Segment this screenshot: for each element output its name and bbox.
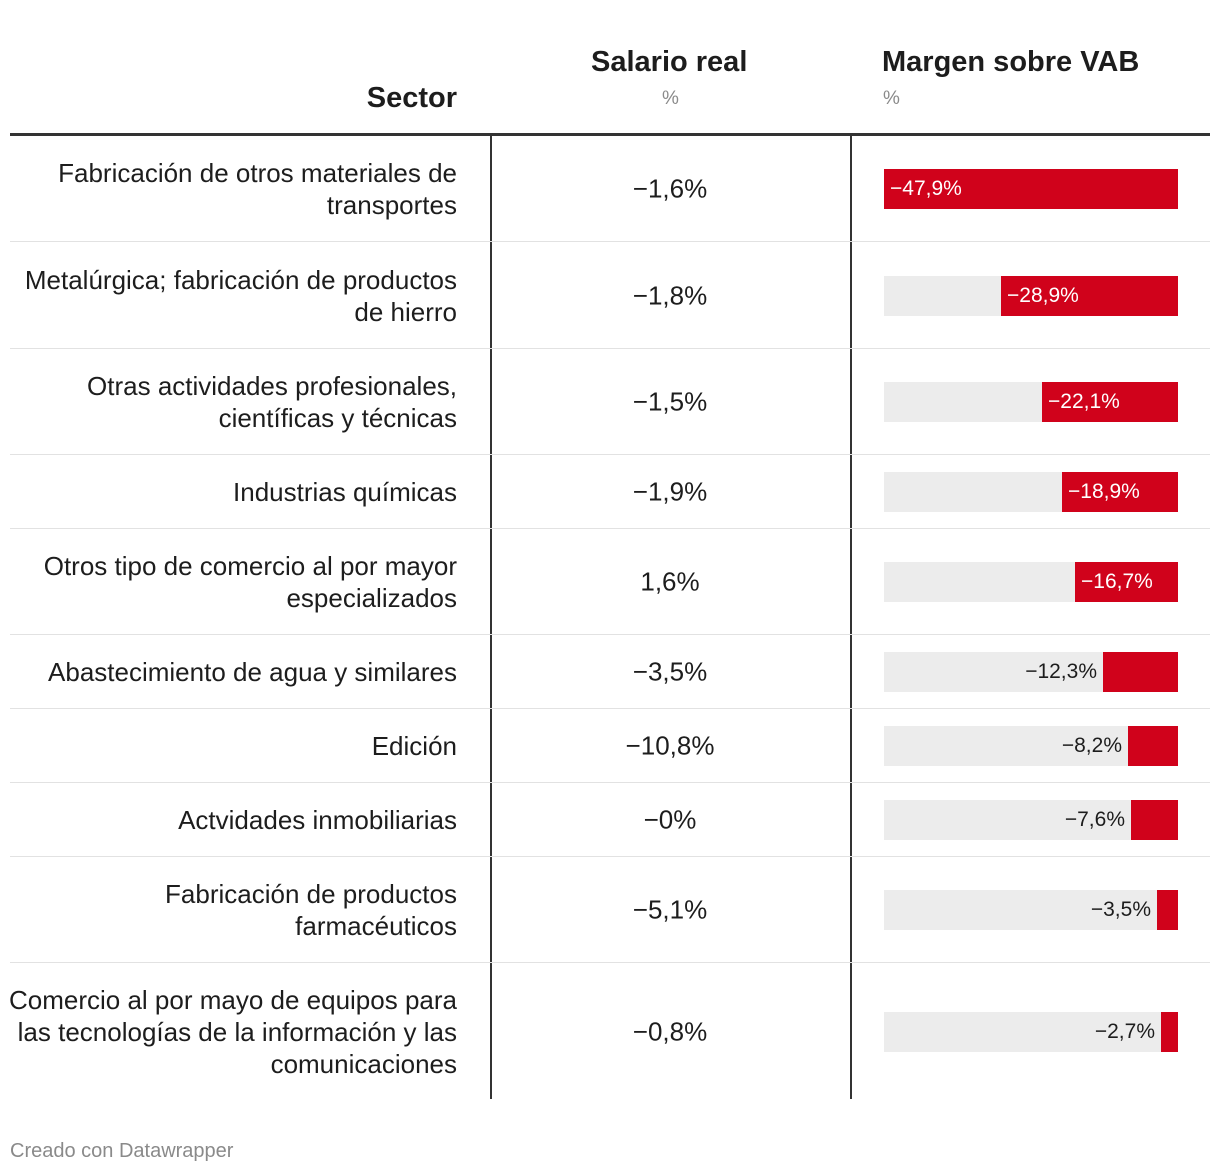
salario-real-value: −10,8% xyxy=(625,730,715,761)
salario-real-value: −1,9% xyxy=(632,476,708,507)
margen-bar-track: −18,9% xyxy=(884,472,1178,512)
margen-bar xyxy=(1128,726,1178,766)
table-row: Abastecimiento de agua y similares −3,5% −… xyxy=(10,635,1210,709)
salario-real-value: −1,8% xyxy=(632,280,708,310)
table-row: Edición −10,8% −8,2% xyxy=(10,709,1210,783)
sector-label: Comercio al por mayo de equipos para las… xyxy=(8,984,457,1079)
margen-bar-track: −3,5% xyxy=(884,890,1178,930)
margen-bar-label: −28,9% xyxy=(1007,283,1079,307)
margen-bar-label: −18,9% xyxy=(1068,480,1140,503)
row-divider xyxy=(10,962,1210,963)
row-divider xyxy=(10,528,1210,529)
sector-label: Fabricación de productos farmacéuticos xyxy=(165,879,457,941)
table-row: Comercio al por mayo de equipos para las… xyxy=(8,963,1210,1100)
row-divider xyxy=(10,454,1210,455)
table-row: Fabricación de productos farmacéuticos −5… xyxy=(10,857,1210,963)
table-row: Actvidades inmobiliarias −0% −7,6% xyxy=(10,783,1210,857)
margen-bar-label: −8,2% xyxy=(1061,734,1122,757)
salario-real-value: −0% xyxy=(643,804,697,835)
margen-bar xyxy=(1075,562,1178,602)
header-divider xyxy=(10,133,1210,136)
margen-bar xyxy=(1103,652,1178,692)
salario-real-value: 1,6% xyxy=(640,566,700,597)
column-divider-1 xyxy=(490,136,492,1099)
header-salario-real: Salario real xyxy=(591,46,748,78)
margen-bar xyxy=(1001,275,1178,316)
margen-bar xyxy=(884,169,1178,209)
margen-bar-track: −12,3% xyxy=(884,652,1178,692)
header-margen-vab: Margen sobre VAB xyxy=(882,46,1140,78)
sector-label: Abastecimiento de agua y similares xyxy=(48,657,457,687)
column-divider-2 xyxy=(850,136,852,1099)
sector-label: Actvidades inmobiliarias xyxy=(178,805,457,835)
row-divider xyxy=(10,856,1210,857)
margen-bar-track: −28,9% xyxy=(884,275,1178,316)
sector-label: Metalúrgica; fabricación de productos de… xyxy=(24,264,457,327)
margen-bar-track: −22,1% xyxy=(884,382,1178,422)
table-row: Industrias químicas −1,9% −18,9% xyxy=(10,455,1210,529)
table-row: Otras actividades profesionales, científ… xyxy=(10,349,1210,455)
margen-bar-track: −7,6% xyxy=(884,800,1178,840)
sector-label: Industrias químicas xyxy=(233,477,457,507)
row-divider xyxy=(10,634,1210,635)
margen-bar-label: −12,3% xyxy=(1025,660,1097,683)
margen-bar xyxy=(1157,890,1178,930)
margen-bar-label: −22,1% xyxy=(1048,390,1120,413)
salario-real-value: −1,5% xyxy=(632,386,708,417)
margen-bar-label: −2,7% xyxy=(1094,1019,1155,1043)
salario-real-value: −5,1% xyxy=(632,894,708,925)
sector-label: Edición xyxy=(371,731,457,761)
salario-real-value: −1,6% xyxy=(632,173,708,204)
header-sector: Sector xyxy=(366,82,457,114)
margen-bar xyxy=(1042,382,1178,422)
row-divider xyxy=(10,348,1210,349)
margen-bar-label: −7,6% xyxy=(1064,808,1125,831)
salario-real-value: −0,8% xyxy=(632,1016,708,1046)
row-divider xyxy=(10,241,1210,242)
table-row: Metalúrgica; fabricación de productos de… xyxy=(10,242,1210,349)
row-divider xyxy=(10,708,1210,709)
salario-real-value: −3,5% xyxy=(632,656,708,687)
margen-bar-track: −47,9% xyxy=(884,169,1178,209)
margen-bar-track: −8,2% xyxy=(884,726,1178,766)
sector-label: Otros tipo de comercio al por mayor espe… xyxy=(43,551,457,613)
sector-label: Fabricación de otros materiales de trans… xyxy=(58,158,457,220)
margen-bar xyxy=(1062,472,1178,512)
margen-bar xyxy=(1131,800,1178,840)
margen-bar xyxy=(1161,1011,1178,1052)
unit-salario-real: % xyxy=(662,88,679,109)
margen-bar-label: −47,9% xyxy=(890,177,962,200)
table-row: Otros tipo de comercio al por mayor espe… xyxy=(10,529,1210,635)
margen-bar-track: −2,7% xyxy=(884,1011,1178,1052)
margen-bar-track: −16,7% xyxy=(884,562,1178,602)
margen-bar-label: −16,7% xyxy=(1081,570,1153,593)
table-row: Fabricación de otros materiales de trans… xyxy=(10,136,1210,242)
sector-label: Otras actividades profesionales, científ… xyxy=(87,371,457,433)
row-divider xyxy=(10,782,1210,783)
footer-credit: Creado con Datawrapper xyxy=(10,1140,234,1162)
unit-margen-vab: % xyxy=(883,88,900,109)
margen-bar-label: −3,5% xyxy=(1090,898,1151,921)
